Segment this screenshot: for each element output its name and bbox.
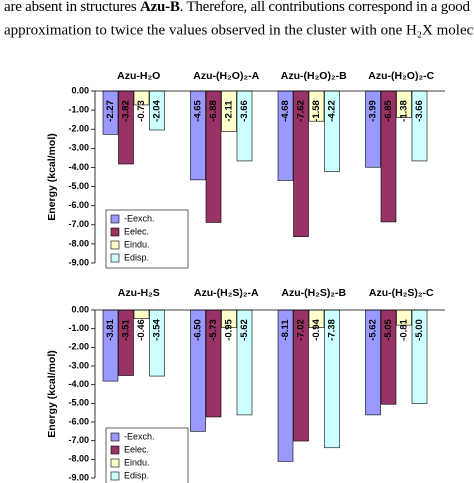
value-label: -3.66 [239, 100, 250, 122]
category-label: Azu-(H₂O)₂-A [193, 70, 259, 82]
y-tick-label: -2.00 [68, 342, 89, 352]
category-label: Azu-H₂S [118, 287, 160, 299]
legend-label: Edisp. [124, 252, 149, 262]
y-tick-label: -4.00 [68, 162, 89, 172]
value-label: -7.62 [296, 100, 307, 122]
value-label: -5.05 [383, 318, 394, 340]
text-run: are absent in structures [4, 0, 140, 15]
y-tick-label: 0.00 [71, 85, 89, 95]
category-label: Azu-H₂O [117, 70, 160, 82]
y-tick-label: -6.00 [68, 200, 89, 210]
value-label: -8.11 [280, 319, 291, 341]
y-tick-label: -8.00 [68, 454, 89, 464]
legend-swatch [110, 227, 120, 237]
category-label: Azu-(H₂O)₂-C [368, 70, 434, 82]
value-label: -4.65 [193, 99, 204, 121]
value-label: -5.00 [414, 319, 425, 341]
legend-swatch [110, 445, 120, 455]
legend-label: Eindu. [124, 457, 150, 467]
value-label: -6.88 [208, 100, 219, 122]
y-tick-label: -9.00 [68, 257, 89, 267]
category-label: Azu-(H₂O)₂-B [281, 70, 347, 82]
y-tick-label: -3.00 [68, 360, 89, 370]
y-tick-label: -8.00 [68, 238, 89, 248]
value-label: -5.62 [368, 319, 379, 341]
value-label: -3.99 [368, 100, 379, 122]
y-tick-label: -7.00 [68, 435, 89, 445]
legend-label: Edisp. [124, 470, 149, 480]
legend-swatch [110, 432, 120, 442]
chart: 0.00 -1.00 -2.00 -3.00 -4.00 -5.00 -6.00 -7.00 -… [46, 70, 445, 269]
legend-swatch [110, 471, 120, 481]
value-label: -0.81 [399, 318, 410, 340]
value-label: -3.54 [152, 318, 163, 340]
value-label: -3.51 [121, 318, 132, 340]
category-label: Azu-(H₂S)₂-C [369, 287, 434, 299]
legend-swatch [110, 458, 120, 468]
value-label: -0.95 [224, 318, 235, 340]
value-label: -5.73 [208, 319, 219, 341]
legend-swatch [110, 214, 120, 224]
value-label: -1.58 [311, 100, 322, 122]
y-tick-label: -1.00 [68, 323, 89, 333]
legend-box [105, 209, 189, 269]
paragraph-line: are absent in structures Azu-B. Therefor… [4, 0, 471, 15]
y-tick-label: -3.00 [68, 143, 89, 153]
value-label: -0.94 [311, 318, 322, 340]
category-label: Azu-(H₂S)₂-A [194, 287, 259, 299]
legend-swatch [110, 253, 120, 263]
value-label: -6.50 [193, 319, 204, 341]
legend-label: -Eexch. [124, 213, 155, 223]
y-axis-title: Energy (kcal/mol) [46, 133, 58, 221]
value-label: -1.38 [399, 100, 410, 122]
paragraph-line: approximation to twice the values observ… [4, 22, 474, 38]
value-label: -4.22 [327, 100, 338, 122]
legend-label: Eelec. [124, 444, 149, 454]
legend-label: Eelec. [124, 226, 149, 236]
y-axis-title: Energy (kcal/mol) [46, 350, 58, 438]
text-run: . Therefore, all contributions correspon… [180, 0, 471, 15]
value-label: -7.38 [327, 319, 338, 341]
value-label: -2.11 [224, 100, 235, 122]
value-label: -7.02 [296, 319, 307, 341]
value-label: -2.04 [152, 99, 163, 121]
y-tick-label: -9.00 [68, 472, 89, 482]
y-tick-label: -6.00 [68, 416, 89, 426]
value-label: -2.27 [105, 100, 116, 122]
value-label: -6.85 [383, 99, 394, 121]
y-tick-label: 0.00 [71, 304, 89, 314]
y-tick-label: -1.00 [68, 104, 89, 114]
y-tick-label: -2.00 [68, 124, 89, 134]
bar [133, 309, 150, 319]
value-label: -0.46 [136, 319, 147, 341]
y-tick-label: -4.00 [68, 379, 89, 389]
legend-box [105, 427, 189, 483]
value-label: -4.68 [280, 100, 291, 122]
legend-swatch [110, 240, 120, 250]
y-tick-label: -5.00 [68, 398, 89, 408]
text-run: Azu-B [140, 0, 180, 15]
value-label: -0.73 [136, 100, 147, 122]
value-label: -3.82 [121, 100, 132, 122]
y-tick-label: -5.00 [68, 181, 89, 191]
value-label: -3.81 [105, 318, 116, 340]
value-label: -5.62 [239, 319, 250, 341]
legend-label: -Eexch. [124, 431, 155, 441]
y-tick-label: -7.00 [68, 219, 89, 229]
value-label: -3.66 [414, 100, 425, 122]
legend-label: Eindu. [124, 239, 150, 249]
chart: 0.00 -1.00 -2.00 -3.00 -4.00 -5.00 -6.00 -7.00 -… [46, 287, 445, 483]
category-label: Azu-(H₂S)₂-B [281, 287, 346, 299]
